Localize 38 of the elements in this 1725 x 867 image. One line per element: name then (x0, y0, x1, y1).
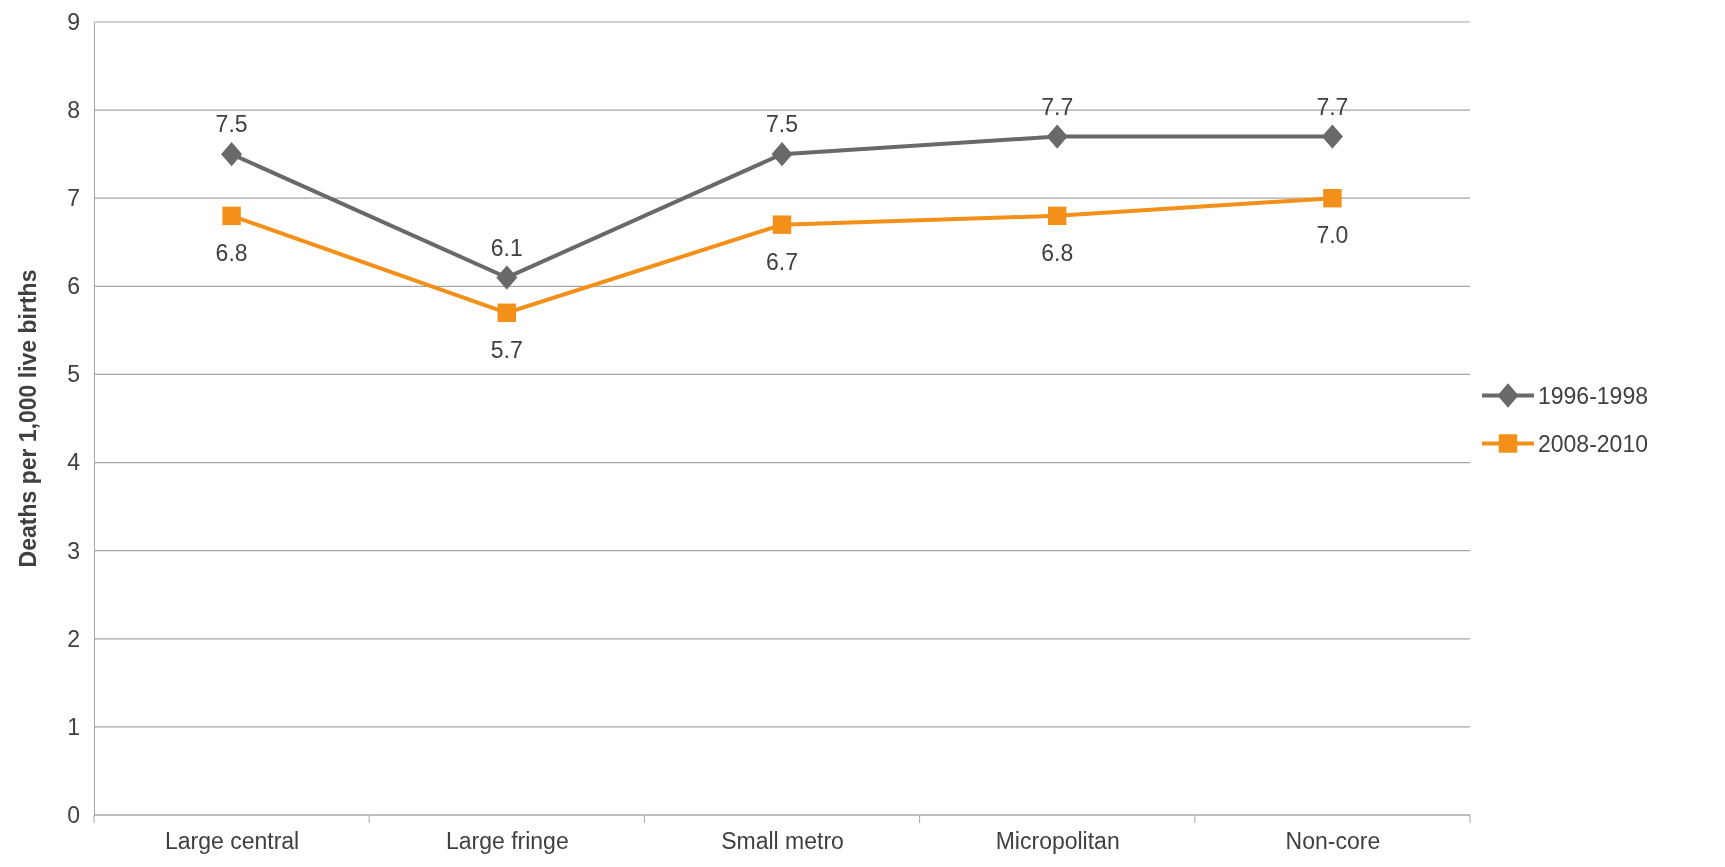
legend-label: 2008-2010 (1538, 430, 1648, 457)
data-label: 7.5 (766, 111, 798, 138)
y-tick-label: 2 (67, 625, 80, 652)
y-tick-label: 6 (67, 273, 80, 300)
x-tick-label: Small metro (721, 828, 844, 855)
point (1046, 124, 1068, 149)
data-label: 6.8 (215, 239, 248, 266)
y-tick-label: 7 (67, 185, 80, 212)
data-label: 7.7 (1316, 93, 1349, 120)
point (772, 215, 792, 234)
x-tick-label: Micropolitan (995, 828, 1120, 855)
data-label: 6.7 (766, 248, 798, 275)
y-tick-label: 3 (67, 537, 80, 564)
data-label: 5.7 (490, 336, 523, 363)
data-label: 6.8 (1041, 239, 1074, 266)
point (1323, 189, 1342, 208)
y-tick-label: 8 (67, 96, 80, 123)
point (1047, 206, 1067, 226)
y-tick-label: 5 (67, 361, 80, 388)
y-axis-title: Deaths per 1,000 live births (15, 269, 41, 568)
y-tick-label: 1 (67, 713, 80, 740)
point (221, 142, 243, 167)
data-label: 7.7 (1041, 93, 1074, 120)
point (222, 206, 241, 226)
point (497, 303, 517, 322)
point (1321, 124, 1343, 149)
legend-label: 1996-1998 (1538, 382, 1648, 409)
y-tick-label: 9 (67, 8, 80, 35)
point (496, 265, 518, 290)
data-label: 7.5 (215, 111, 248, 138)
data-label: 7.0 (1316, 222, 1349, 249)
y-tick-label: 4 (67, 449, 81, 476)
x-tick-label: Large central (164, 828, 300, 855)
data-label: 6.1 (490, 234, 523, 261)
x-tick-label: Large fringe (445, 828, 569, 855)
y-tick-label: 0 (67, 801, 80, 828)
x-tick-label: Non-core (1285, 828, 1381, 855)
point (771, 142, 793, 167)
